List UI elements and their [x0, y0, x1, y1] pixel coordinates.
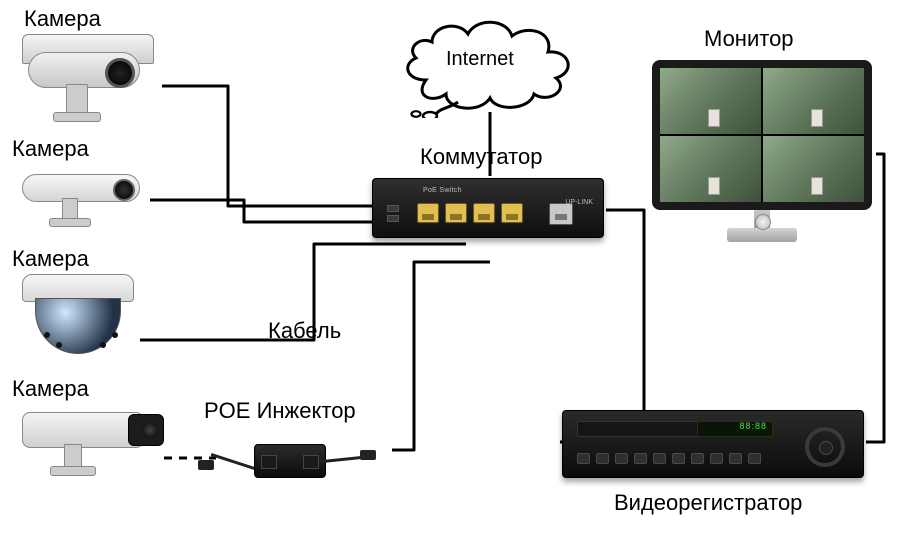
label-internet: Internet: [446, 48, 514, 71]
nvr-buttons: [577, 453, 761, 464]
label-cable: Кабель: [268, 318, 341, 344]
node-camera-1: [22, 34, 162, 124]
wire-switch-to-nvr: [560, 210, 644, 442]
node-camera-2: [22, 166, 152, 228]
label-camera-4: Камера: [12, 376, 89, 402]
apple-logo-icon: [755, 214, 771, 230]
diagram-canvas: PoE Switch UP-LINK 88:88 Камера Камера К…: [0, 0, 901, 540]
switch-uplink-port: [549, 203, 573, 225]
label-monitor: Монитор: [704, 26, 794, 52]
node-camera-4: [22, 406, 162, 478]
label-camera-2: Камера: [12, 136, 89, 162]
node-switch: PoE Switch UP-LINK: [372, 178, 604, 238]
node-monitor: [652, 60, 874, 248]
node-nvr: 88:88: [562, 410, 864, 480]
switch-poe-ports: [417, 203, 523, 223]
label-switch: Коммутатор: [420, 144, 542, 170]
node-camera-3: [22, 274, 138, 356]
label-poe: POE Инжектор: [204, 398, 356, 424]
node-poe-injector: [220, 420, 390, 482]
switch-face-text: PoE Switch: [423, 187, 462, 194]
label-camera-3: Камера: [12, 246, 89, 272]
label-nvr: Видеорегистратор: [614, 490, 802, 516]
label-camera-1: Камера: [24, 6, 101, 32]
nvr-display: 88:88: [739, 421, 767, 431]
wire-poe-to-switch: [392, 262, 490, 450]
switch-uplink-text: UP-LINK: [565, 199, 593, 206]
